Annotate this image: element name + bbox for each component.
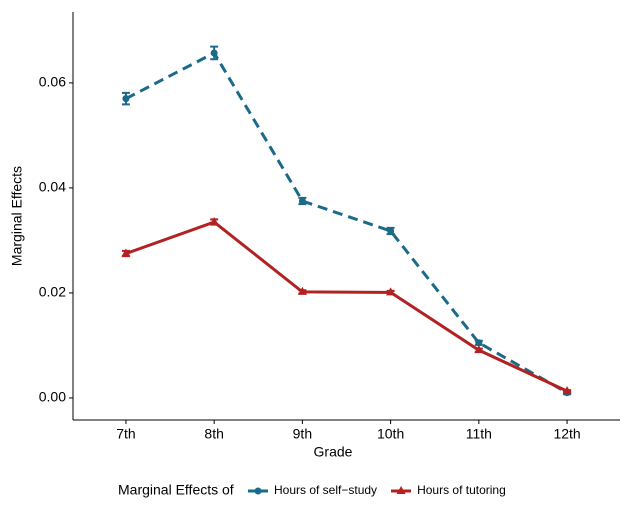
- point: [386, 287, 396, 296]
- series-line: [125, 220, 568, 393]
- legend-title: Marginal Effects of: [118, 482, 234, 498]
- y-axis-title: Marginal Effects: [9, 166, 25, 266]
- x-tick-label: 10th: [377, 426, 404, 442]
- x-tick-label: 11th: [466, 426, 492, 442]
- legend-label: Hours of self−study: [274, 483, 377, 497]
- point: [474, 345, 484, 354]
- x-tick-label: 7th: [116, 426, 135, 442]
- y-tick-label: 0.00: [39, 389, 66, 405]
- point: [209, 217, 219, 226]
- legend-marker: [396, 486, 406, 494]
- x-tick-label: 12th: [553, 426, 580, 442]
- legend-label: Hours of tutoring: [417, 483, 506, 497]
- point: [122, 95, 130, 103]
- x-axis-title: Grade: [314, 444, 353, 460]
- legend-marker: [254, 487, 262, 495]
- point: [562, 386, 572, 395]
- x-tick-label: 8th: [204, 426, 223, 442]
- y-tick-label: 0.04: [39, 179, 66, 195]
- x-tick-label: 9th: [293, 426, 312, 442]
- point: [297, 286, 307, 295]
- point: [210, 49, 218, 57]
- y-tick-label: 0.02: [39, 284, 66, 300]
- point: [298, 197, 306, 205]
- point: [475, 339, 483, 347]
- point: [121, 248, 131, 257]
- series-line: [125, 50, 568, 395]
- y-tick-label: 0.06: [39, 74, 66, 90]
- point: [387, 227, 395, 235]
